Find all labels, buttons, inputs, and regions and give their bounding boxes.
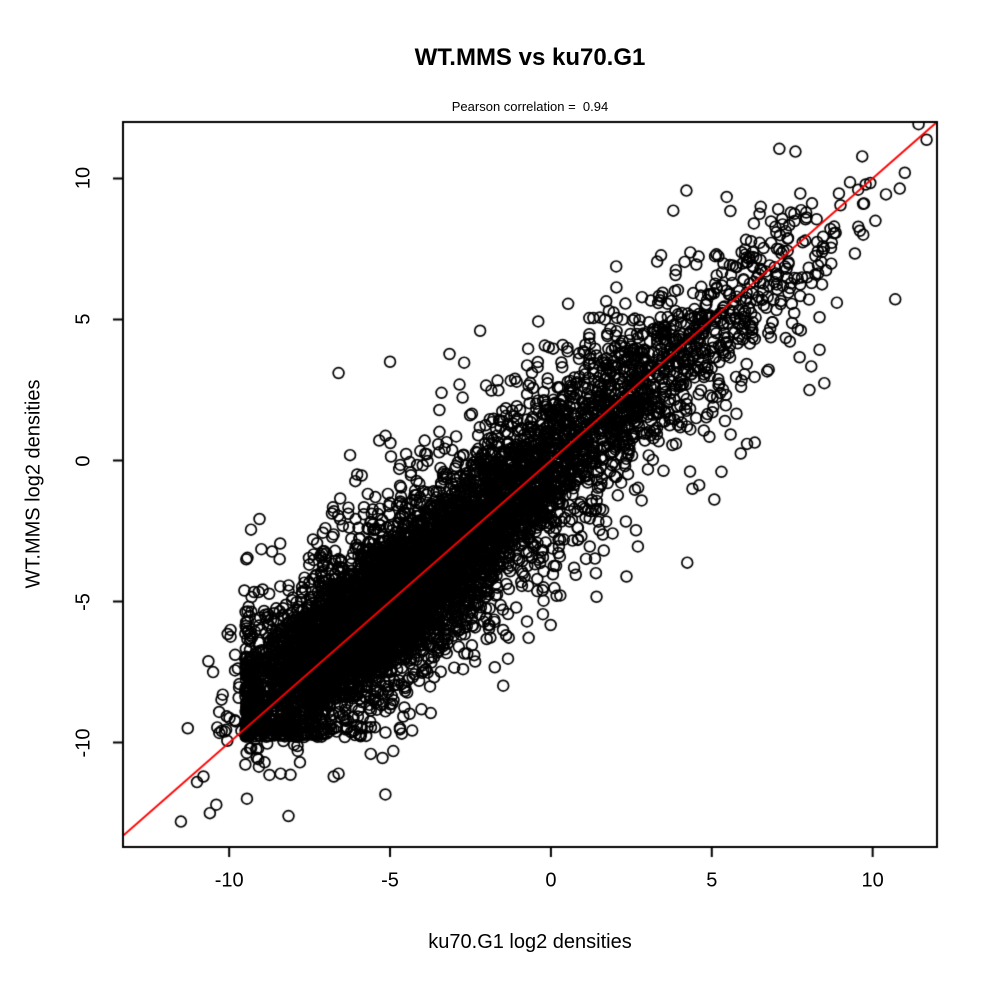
y-axis-tick-label: 0 [72,454,95,467]
x-axis-tick-label: -5 [381,869,399,892]
x-axis-tick-label: -10 [214,869,244,892]
x-axis-tick-label: 5 [706,869,718,892]
y-axis-tick-label: 5 [72,313,95,326]
y-axis-tick-label: -10 [72,728,95,758]
y-axis-tick-label: 10 [72,167,95,190]
y-axis-tick-label: -5 [72,592,95,611]
y-axis-title: WT.MMS log2 densities [22,379,45,589]
x-axis-title: ku70.G1 log2 densities [428,931,632,953]
x-axis-tick-label: 0 [545,869,557,892]
x-axis-tick-label: 10 [861,869,884,892]
chart-subtitle-pearson-correlation: Pearson correlation = 0.94 [451,99,609,114]
chart-title: WT.MMS vs ku70.G1 [414,44,646,71]
